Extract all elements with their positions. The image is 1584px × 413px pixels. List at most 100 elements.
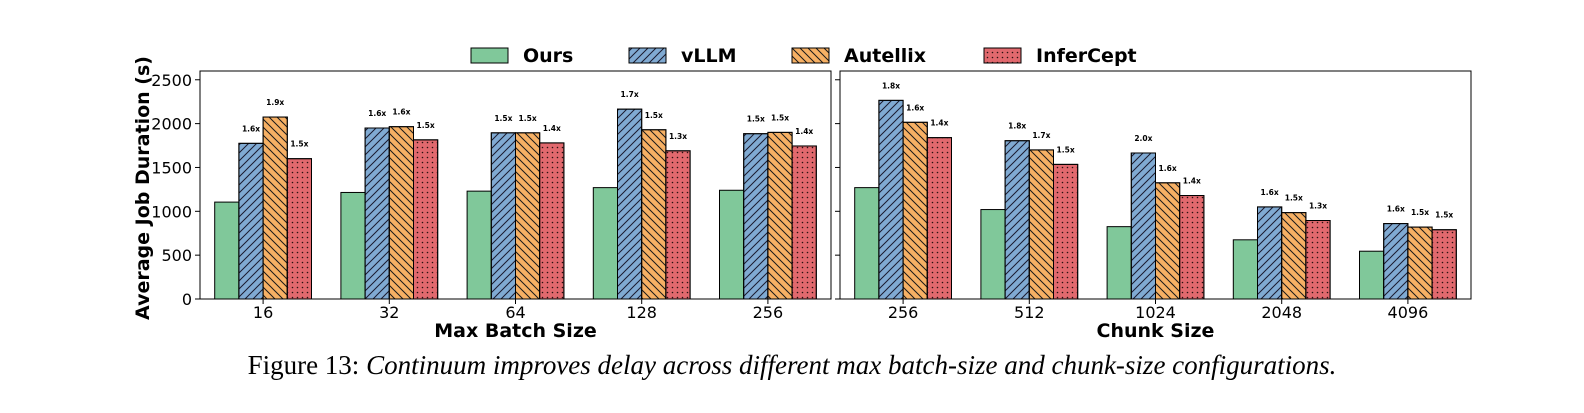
x-tick-label: 256 (753, 303, 784, 322)
legend-item-vllm: vLLM (628, 45, 737, 67)
bar-ours (980, 209, 1006, 300)
caption-number: Figure 13: (247, 350, 360, 380)
bar-speedup-label: 1.6x (1159, 164, 1177, 173)
legend: Ours vLLM Autellix InferCept (470, 45, 1137, 67)
legend-swatch-hatch (791, 47, 830, 64)
x-tick-label: 16 (253, 303, 273, 322)
x-tick-label: 512 (1014, 303, 1045, 322)
bar-hatch (1130, 152, 1157, 300)
y-tick-label: 2500 (151, 71, 192, 90)
x-tick-label: 32 (379, 303, 399, 322)
x-tick-label: 64 (505, 303, 525, 322)
bar-ours (1359, 250, 1385, 300)
legend-swatch-hatch (628, 47, 667, 64)
bar-speedup-label: 1.5x (290, 140, 308, 149)
bar-ours (1106, 226, 1132, 300)
bar-speedup-label: 1.5x (1411, 208, 1429, 217)
x-tick-label: 4096 (1388, 303, 1429, 322)
bar-speedup-label: 1.5x (1057, 145, 1075, 154)
bar-ours (1232, 239, 1259, 300)
bar-hatch (490, 132, 516, 300)
bar-speedup-label: 1.6x (1261, 188, 1279, 197)
bar-speedup-label: 1.5x (519, 114, 537, 123)
bar-hatch (515, 132, 541, 300)
bar-speedup-label: 1.7x (621, 90, 639, 99)
bar-hatch (1383, 223, 1409, 300)
bar-hatch (665, 150, 691, 300)
legend-label: Ours (523, 45, 573, 67)
bar-speedup-label: 1.4x (543, 124, 561, 133)
legend-label: Autellix (844, 45, 926, 67)
caption-text: Continuum improves delay across differen… (366, 350, 1337, 380)
bar-speedup-label: 1.6x (368, 109, 386, 118)
bar-hatch (388, 126, 414, 300)
bar-speedup-label: 1.7x (1032, 131, 1050, 140)
chart-panel-1: 0 500 1000 1500 2000 2500 1.6x 1.9x 1.5x 16 1.6x 1.… (132, 56, 832, 342)
legend-item-ours: Ours (470, 45, 573, 67)
bar-speedup-label: 1.5x (1285, 194, 1303, 203)
plot-frame (199, 70, 832, 300)
x-tick-label: 256 (888, 303, 919, 322)
bar-speedup-label: 1.6x (242, 124, 260, 133)
legend-label: InferCept (1036, 45, 1137, 67)
legend-item-autellix: Autellix (791, 45, 926, 67)
bar-speedup-label: 2.0x (1134, 134, 1152, 143)
y-tick-label: 500 (161, 246, 192, 265)
chart-panel-2: 1.8x 1.6x 1.4x 256 1.8x 1.7x 1.5x 512 2.0x 1.6x 1.… (835, 70, 1472, 342)
bar-hatch (364, 127, 390, 300)
bar-speedup-label: 1.5x (771, 113, 789, 122)
bar-hatch (902, 121, 928, 300)
legend-swatch (470, 47, 509, 64)
bar-speedup-label: 1.5x (1435, 211, 1453, 220)
y-tick-label: 1500 (151, 158, 192, 177)
bar-ours (854, 187, 880, 300)
plot-frame (839, 70, 1472, 300)
bar-hatch (1053, 163, 1079, 300)
bar-speedup-label: 1.5x (417, 121, 435, 130)
bar-ours (340, 191, 366, 300)
legend-label: vLLM (681, 45, 737, 67)
bar-hatch (1179, 195, 1205, 300)
x-tick-label: 1024 (1135, 303, 1176, 322)
bar-speedup-label: 1.4x (1183, 177, 1201, 186)
bar-speedup-label: 1.3x (669, 132, 687, 141)
bar-hatch (539, 142, 565, 300)
x-tick-label: 2048 (1261, 303, 1302, 322)
y-tick-label: 2000 (151, 115, 192, 134)
bar-speedup-label: 1.4x (795, 127, 813, 136)
bar-hatch (641, 129, 667, 300)
bar-hatch (1407, 226, 1433, 300)
bar-speedup-label: 1.3x (1309, 202, 1327, 211)
bar-speedup-label: 1.5x (747, 115, 765, 124)
bar-speedup-label: 1.9x (266, 98, 284, 107)
bar-speedup-label: 1.5x (494, 114, 512, 123)
bar-hatch (286, 158, 312, 300)
figure-caption: Figure 13: Continuum improves delay acro… (0, 350, 1584, 381)
y-tick-label: 0 (182, 290, 192, 309)
bar-hatch (878, 99, 904, 300)
bar-hatch (1155, 182, 1181, 300)
x-tick-label: 128 (626, 303, 657, 322)
bar-hatch (413, 139, 439, 300)
bar-ours (466, 190, 492, 300)
bar-hatch (1004, 140, 1030, 300)
bar-speedup-label: 1.8x (882, 81, 900, 90)
legend-swatch-hatch (983, 47, 1022, 64)
bar-hatch (1028, 149, 1055, 300)
bar-hatch (1305, 220, 1331, 300)
bar-speedup-label: 1.6x (1387, 205, 1405, 214)
bar-hatch (791, 145, 817, 300)
y-axis-label: Average Job Duration (s) (132, 56, 154, 320)
bar-hatch (767, 131, 793, 300)
bar-ours (214, 201, 240, 300)
bar-speedup-label: 1.8x (1008, 122, 1026, 131)
x-axis-label: Max Batch Size (434, 320, 597, 342)
bar-speedup-label: 1.4x (930, 119, 948, 128)
legend-item-infercept: InferCept (983, 45, 1137, 67)
bar-ours (719, 189, 745, 300)
bar-hatch (1431, 229, 1457, 300)
bar-hatch (926, 137, 952, 300)
bar-hatch (617, 108, 643, 300)
bar-ours (592, 187, 618, 300)
bar-hatch (1281, 212, 1307, 300)
